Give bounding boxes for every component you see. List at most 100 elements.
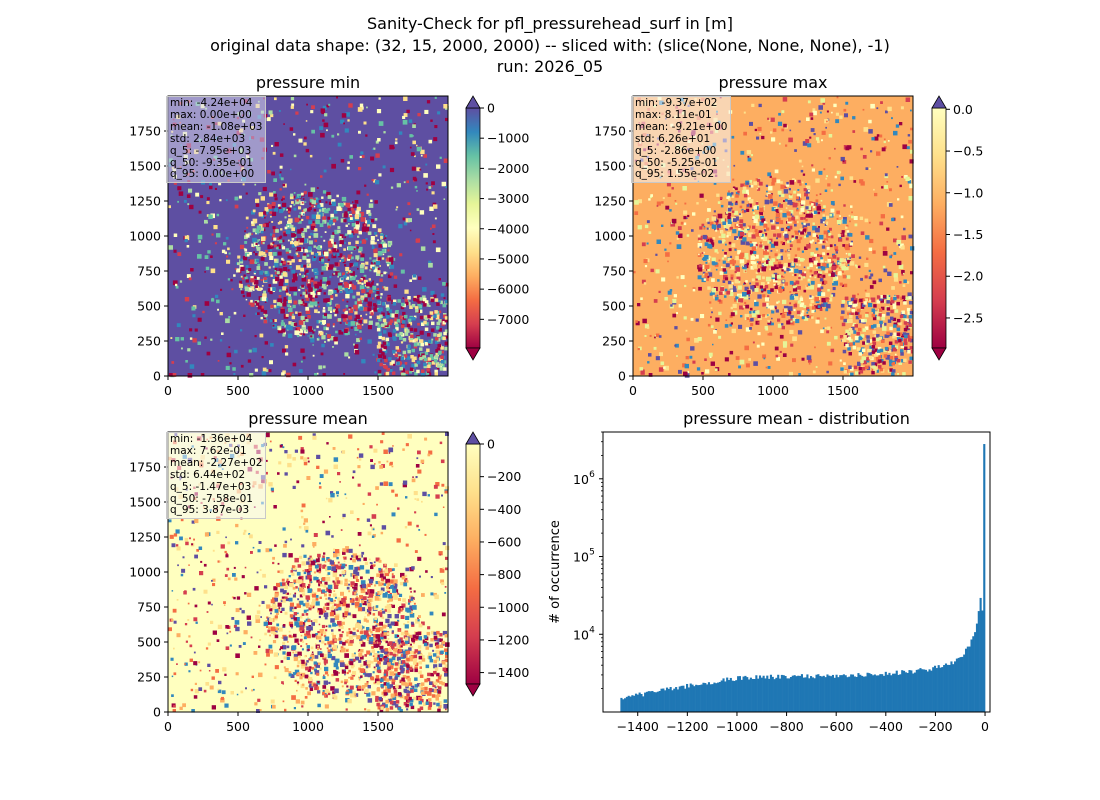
histogram-bar bbox=[893, 673, 896, 712]
histogram-bar bbox=[842, 674, 845, 712]
histogram-bar bbox=[835, 674, 838, 712]
x-tick-label: 1500 bbox=[827, 383, 859, 398]
y-tick-exponent: 6 bbox=[589, 470, 595, 480]
histogram-bar bbox=[892, 673, 895, 712]
histogram-bar bbox=[640, 694, 643, 712]
histogram-bar bbox=[924, 669, 927, 712]
histogram-bar bbox=[915, 669, 918, 712]
colorbar-extend-bottom bbox=[931, 347, 947, 361]
histogram-bar bbox=[855, 676, 858, 712]
histogram-bar bbox=[645, 691, 649, 712]
histogram-bar bbox=[808, 678, 811, 712]
x-tick-label: −200 bbox=[918, 719, 952, 734]
histogram-bar bbox=[722, 678, 725, 712]
x-tick-label: 0 bbox=[164, 383, 172, 398]
histogram-bar bbox=[744, 675, 747, 712]
histogram-bar bbox=[751, 678, 754, 712]
histogram-bar bbox=[786, 678, 789, 712]
x-tick-label: 0 bbox=[981, 719, 989, 734]
histogram-bar bbox=[968, 646, 971, 712]
stats-box: min: -9.37e+02 max: 8.11e-01 mean: -9.21e+… bbox=[631, 96, 732, 184]
histogram-bar bbox=[627, 695, 630, 712]
colorbar-tick-label: −2.0 bbox=[953, 269, 983, 284]
y-tick-label: 500 bbox=[137, 299, 161, 314]
histogram-bar bbox=[879, 674, 882, 712]
histogram-bar bbox=[961, 656, 964, 712]
y-tick-label: 250 bbox=[137, 670, 161, 685]
colorbar-tick-label: −200 bbox=[487, 469, 521, 484]
histogram-bar bbox=[975, 623, 979, 712]
x-tick-label: 500 bbox=[226, 383, 250, 398]
histogram-bar bbox=[895, 670, 898, 712]
histogram-bar bbox=[933, 665, 937, 712]
histogram-bar bbox=[768, 678, 771, 712]
histogram-bar bbox=[932, 667, 935, 712]
heatmap-panel-3: pressure mean 0 500 1000 1500 0 250 500 750 1000 1… bbox=[129, 409, 529, 734]
histogram-bar bbox=[972, 636, 975, 712]
colorbar-tick-label: −4000 bbox=[487, 221, 529, 236]
histogram-bar bbox=[941, 667, 944, 712]
histogram-bar bbox=[625, 696, 628, 712]
histogram-bar bbox=[755, 675, 758, 712]
histogram-bar bbox=[757, 678, 760, 712]
histogram-bar bbox=[748, 679, 751, 712]
histogram-bar bbox=[970, 639, 973, 712]
stats-box: min: -4.24e+04 max: 0.00e+00 mean: -1.08e+… bbox=[166, 96, 267, 184]
histogram-bar bbox=[822, 675, 825, 712]
colorbar-tick-label: −1400 bbox=[487, 665, 529, 680]
histogram-bar bbox=[676, 689, 680, 712]
figure-title-line-3: run: 2026_05 bbox=[496, 57, 604, 76]
histogram-bar bbox=[817, 674, 820, 712]
histogram-bar bbox=[791, 675, 794, 712]
histogram-bar bbox=[923, 669, 926, 712]
histogram-bar bbox=[959, 657, 962, 712]
x-tick-label: −600 bbox=[819, 719, 853, 734]
histogram-bar bbox=[899, 674, 902, 712]
colorbar-tick-label: −3000 bbox=[487, 191, 529, 206]
histogram-bar bbox=[660, 688, 663, 712]
figure-title-line-2: original data shape: (32, 15, 2000, 2000… bbox=[210, 36, 890, 55]
stats-line: max: 7.62e-01 bbox=[170, 444, 247, 457]
histogram-bar bbox=[853, 676, 856, 712]
histogram-bar bbox=[762, 675, 765, 712]
y-tick-label: 10 bbox=[573, 550, 589, 565]
stats-line: q_5: -1.47e+03 bbox=[170, 480, 252, 493]
x-tick-label: 1000 bbox=[757, 383, 789, 398]
colorbar: 0 −200 −400 −600 −800 −1000 −1200 −1400 bbox=[465, 431, 529, 697]
stats-line: q_95: 1.55e-02 bbox=[635, 168, 715, 181]
colorbar-tick-label: −400 bbox=[487, 502, 521, 517]
histogram-bar bbox=[950, 661, 953, 712]
histogram-bar bbox=[775, 677, 778, 712]
histogram-bar bbox=[631, 695, 634, 712]
stats-line: max: 0.00e+00 bbox=[170, 108, 252, 121]
histogram-bars bbox=[620, 444, 986, 712]
histogram-bar bbox=[636, 694, 639, 712]
histogram-bar bbox=[813, 678, 816, 712]
x-tick-label: 0 bbox=[164, 719, 172, 734]
histogram-bar bbox=[662, 688, 665, 712]
colorbar-extend-top bbox=[465, 431, 481, 445]
histogram-bar bbox=[665, 687, 669, 712]
histogram-bar bbox=[789, 677, 793, 712]
histogram-bar bbox=[866, 672, 869, 712]
histogram-bar bbox=[811, 677, 814, 712]
histogram-bar bbox=[729, 677, 732, 712]
histogram-bar bbox=[788, 678, 791, 712]
histogram-bar bbox=[695, 684, 698, 712]
colorbar-tick-label: 0 bbox=[487, 437, 495, 452]
histogram-bar bbox=[656, 691, 659, 712]
x-tick-label: 1000 bbox=[292, 383, 324, 398]
histogram-bar bbox=[629, 696, 632, 712]
histogram-bar bbox=[906, 672, 909, 712]
y-tick-label: 750 bbox=[137, 600, 161, 615]
colorbar-tick-label: 0.0 bbox=[953, 102, 973, 117]
histogram-bar bbox=[793, 675, 796, 712]
colorbar-gradient bbox=[465, 443, 481, 685]
histogram-bar bbox=[700, 684, 703, 712]
y-tick-label: 500 bbox=[137, 635, 161, 650]
x-tick-label: −800 bbox=[769, 719, 803, 734]
histogram-bar bbox=[828, 675, 831, 712]
colorbar: 0.0 −0.5 −1.0 −1.5 −2.0 −2.5 bbox=[931, 95, 983, 361]
colorbar-tick-label: −1200 bbox=[487, 632, 529, 647]
